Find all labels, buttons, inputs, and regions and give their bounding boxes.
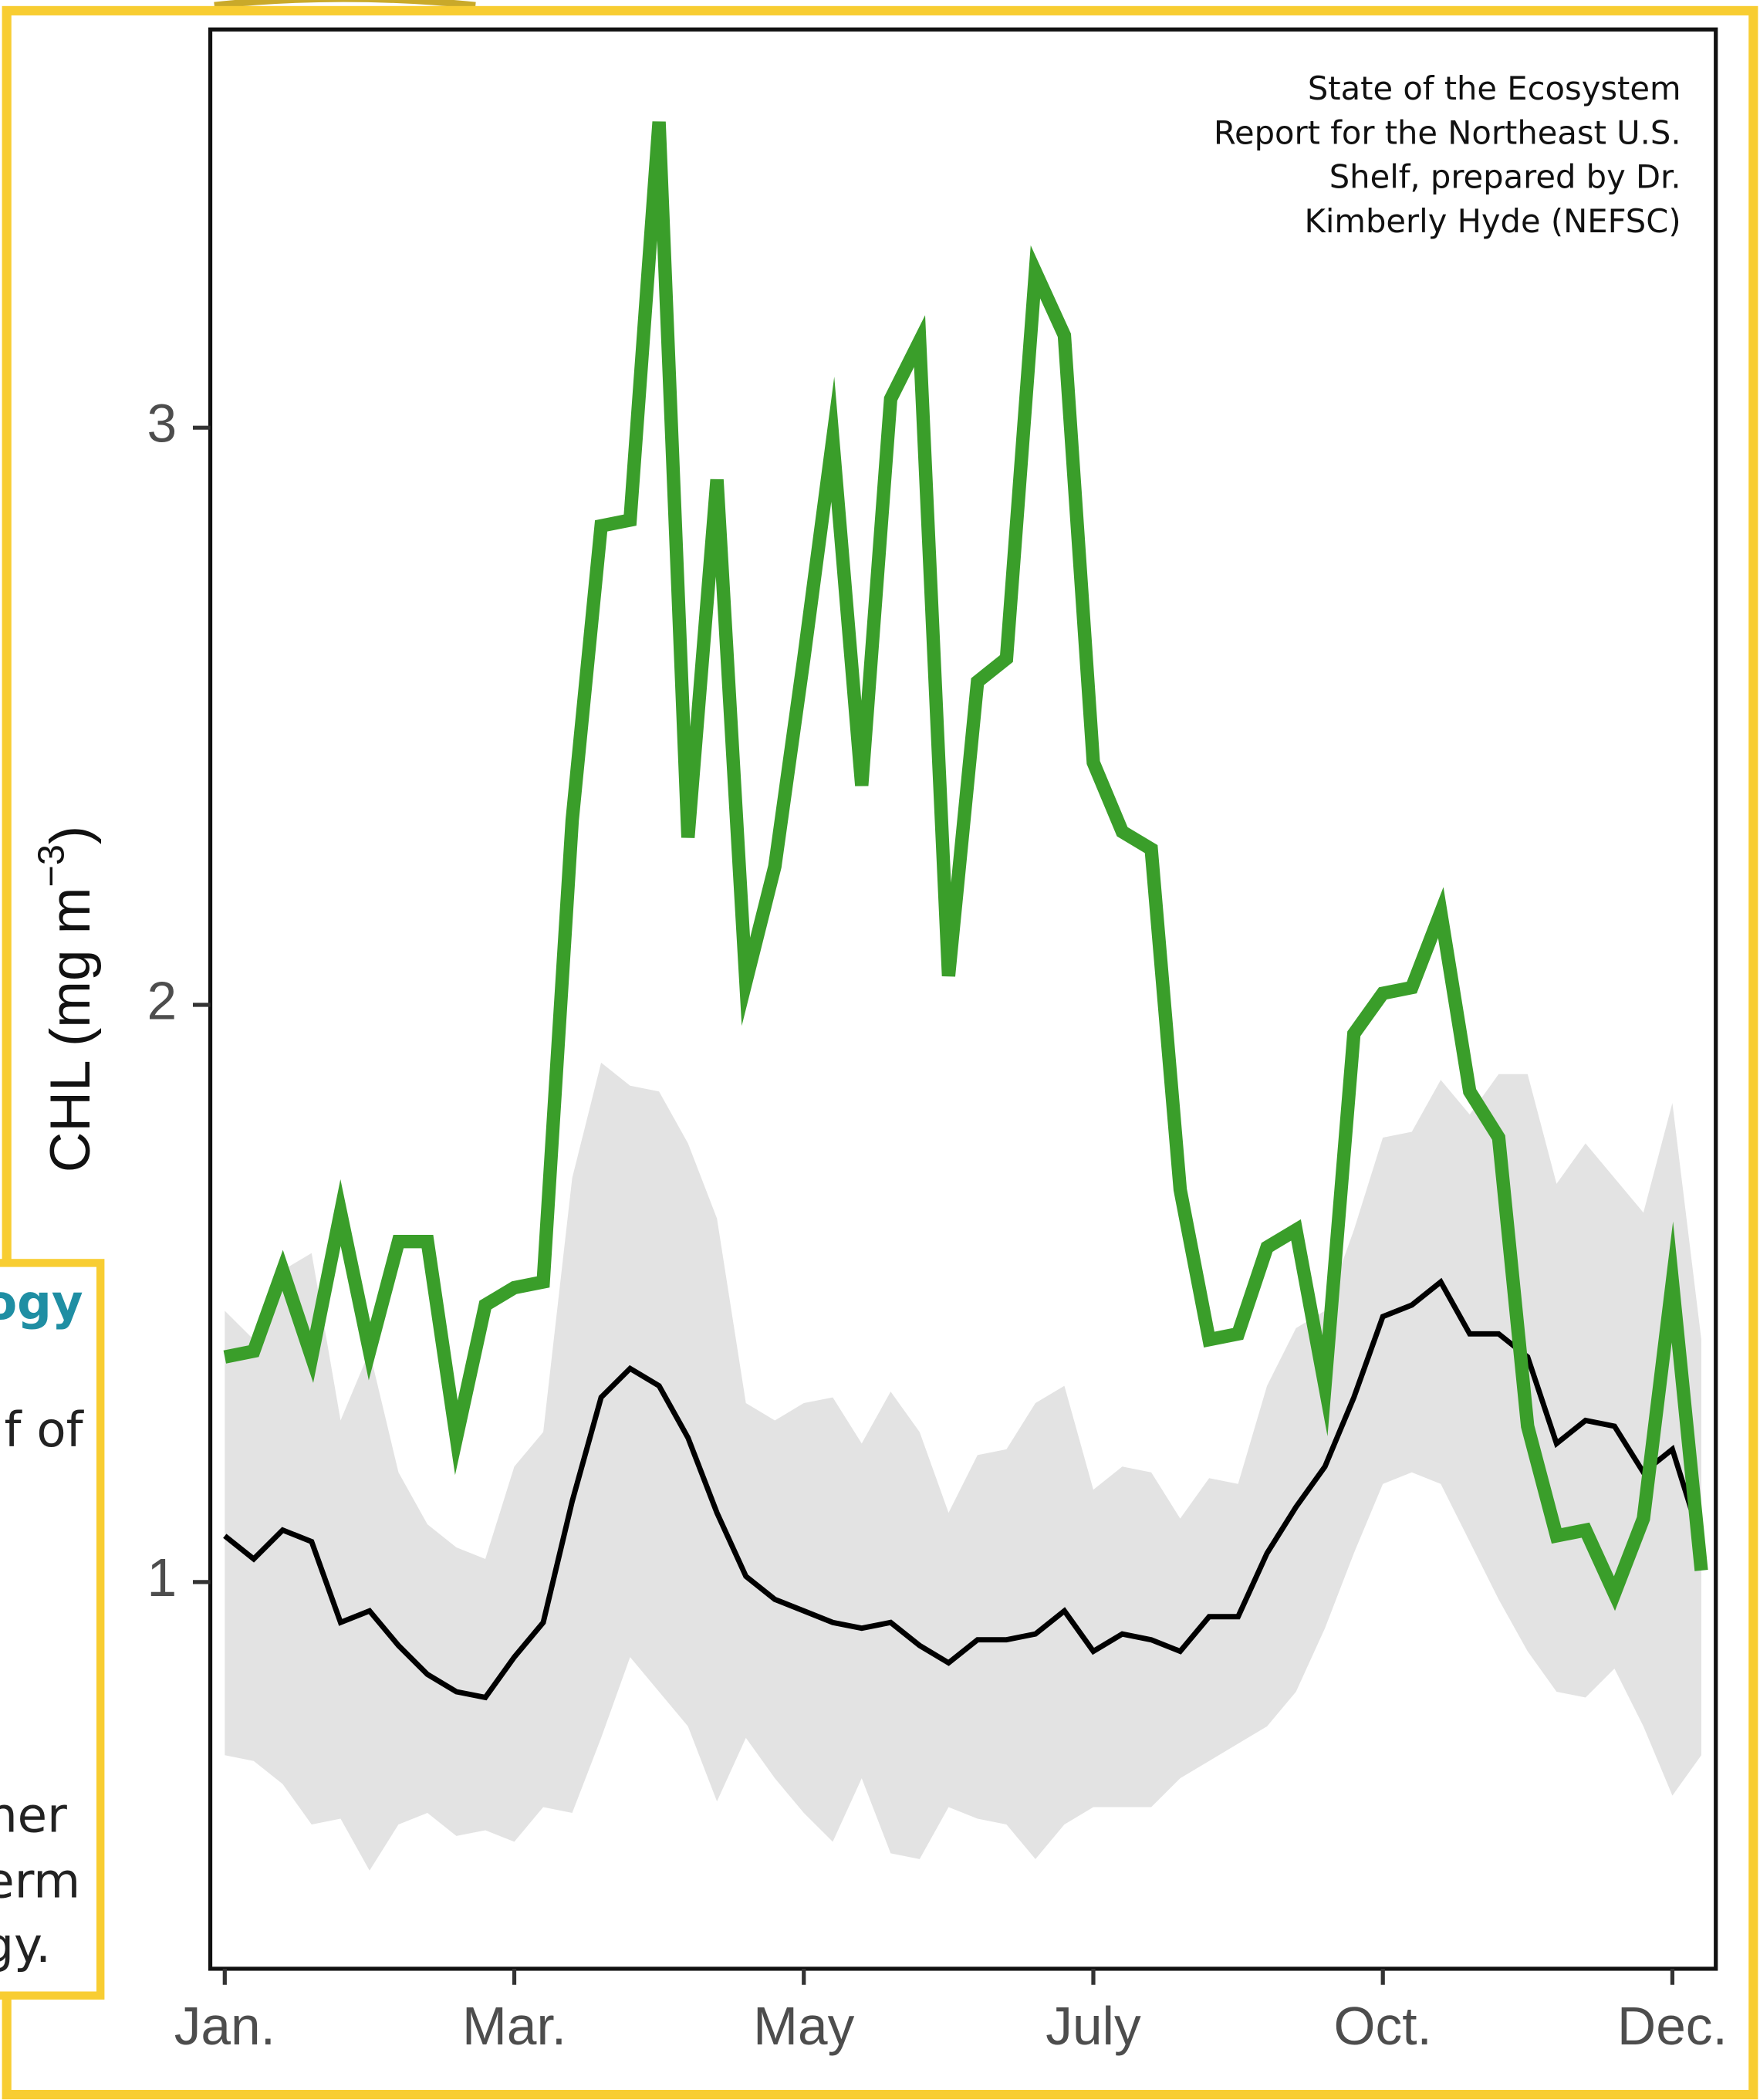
annotation-line: Kimberly Hyde (NEFSC) xyxy=(1305,202,1681,240)
overlay-line: f of xyxy=(5,1402,85,1458)
x-tick-label: Jan. xyxy=(174,1996,275,2056)
overlay-heading: ogy xyxy=(0,1274,83,1331)
y-tick-label: 1 xyxy=(147,1547,177,1608)
x-tick-label: Oct. xyxy=(1334,1996,1432,2056)
x-tick-label: Dec. xyxy=(1617,1996,1728,2056)
y-tick-label: 3 xyxy=(147,394,177,454)
x-tick-label: July xyxy=(1046,1996,1141,2056)
y-axis-label-text: CHL (mg m xyxy=(39,888,102,1173)
overlay-line: her xyxy=(0,1787,67,1844)
annotation-line: State of the Ecosystem xyxy=(1308,69,1681,107)
page: {"chart_data": { "type": "line", "annota… xyxy=(0,0,1760,2100)
screenshot: State of the Ecosystem Report for the Nor… xyxy=(0,0,1760,2100)
y-axis-label-superscript: −3 xyxy=(30,844,72,887)
overlay-line: gy. xyxy=(0,1917,51,1973)
overlay-line: erm xyxy=(0,1853,80,1909)
annotation-line: Shelf, prepared by Dr. xyxy=(1329,158,1681,196)
y-tick-label: 2 xyxy=(147,970,177,1030)
overlay-card: ogy f of her erm gy. xyxy=(0,1263,100,1995)
x-tick-label: Mar. xyxy=(462,1996,566,2056)
y-axis-label-close: ) xyxy=(39,826,102,844)
x-tick-label: May xyxy=(753,1996,854,2056)
annotation-line: Report for the Northeast U.S. xyxy=(1214,113,1681,151)
